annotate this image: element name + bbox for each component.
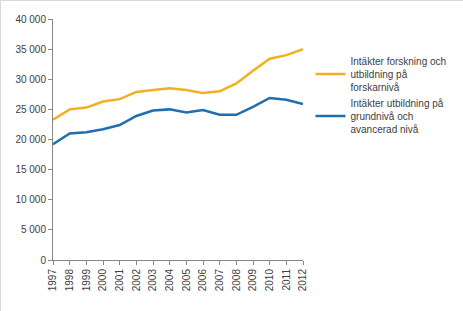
svg-text:2000: 2000 — [97, 269, 108, 292]
svg-text:2008: 2008 — [231, 269, 242, 292]
svg-text:30 000: 30 000 — [15, 74, 46, 85]
svg-text:25 000: 25 000 — [15, 104, 46, 115]
svg-text:Intäkter utbildning pågrundniv: Intäkter utbildning pågrundnivå ochavanc… — [351, 98, 444, 135]
svg-text:Intäkter forskning ochutbildni: Intäkter forskning ochutbildning påforsk… — [351, 56, 447, 93]
svg-text:35 000: 35 000 — [15, 44, 46, 55]
svg-text:1997: 1997 — [47, 269, 58, 292]
svg-text:2011: 2011 — [281, 269, 292, 291]
svg-text:2009: 2009 — [247, 269, 258, 292]
svg-text:2003: 2003 — [147, 269, 158, 292]
svg-text:2010: 2010 — [264, 269, 275, 292]
svg-text:10 000: 10 000 — [15, 194, 46, 205]
svg-text:1999: 1999 — [81, 269, 92, 292]
svg-text:20 000: 20 000 — [15, 134, 46, 145]
svg-text:2005: 2005 — [181, 269, 192, 292]
svg-text:5 000: 5 000 — [21, 224, 46, 235]
svg-text:2004: 2004 — [164, 269, 175, 292]
svg-text:40 000: 40 000 — [15, 14, 46, 25]
svg-text:2012: 2012 — [297, 269, 308, 292]
svg-text:2001: 2001 — [114, 269, 125, 292]
svg-text:2002: 2002 — [131, 269, 142, 292]
svg-text:2006: 2006 — [197, 269, 208, 292]
svg-text:2007: 2007 — [214, 269, 225, 292]
svg-text:0: 0 — [40, 255, 46, 266]
svg-text:1998: 1998 — [64, 269, 75, 292]
svg-text:15 000: 15 000 — [15, 164, 46, 175]
